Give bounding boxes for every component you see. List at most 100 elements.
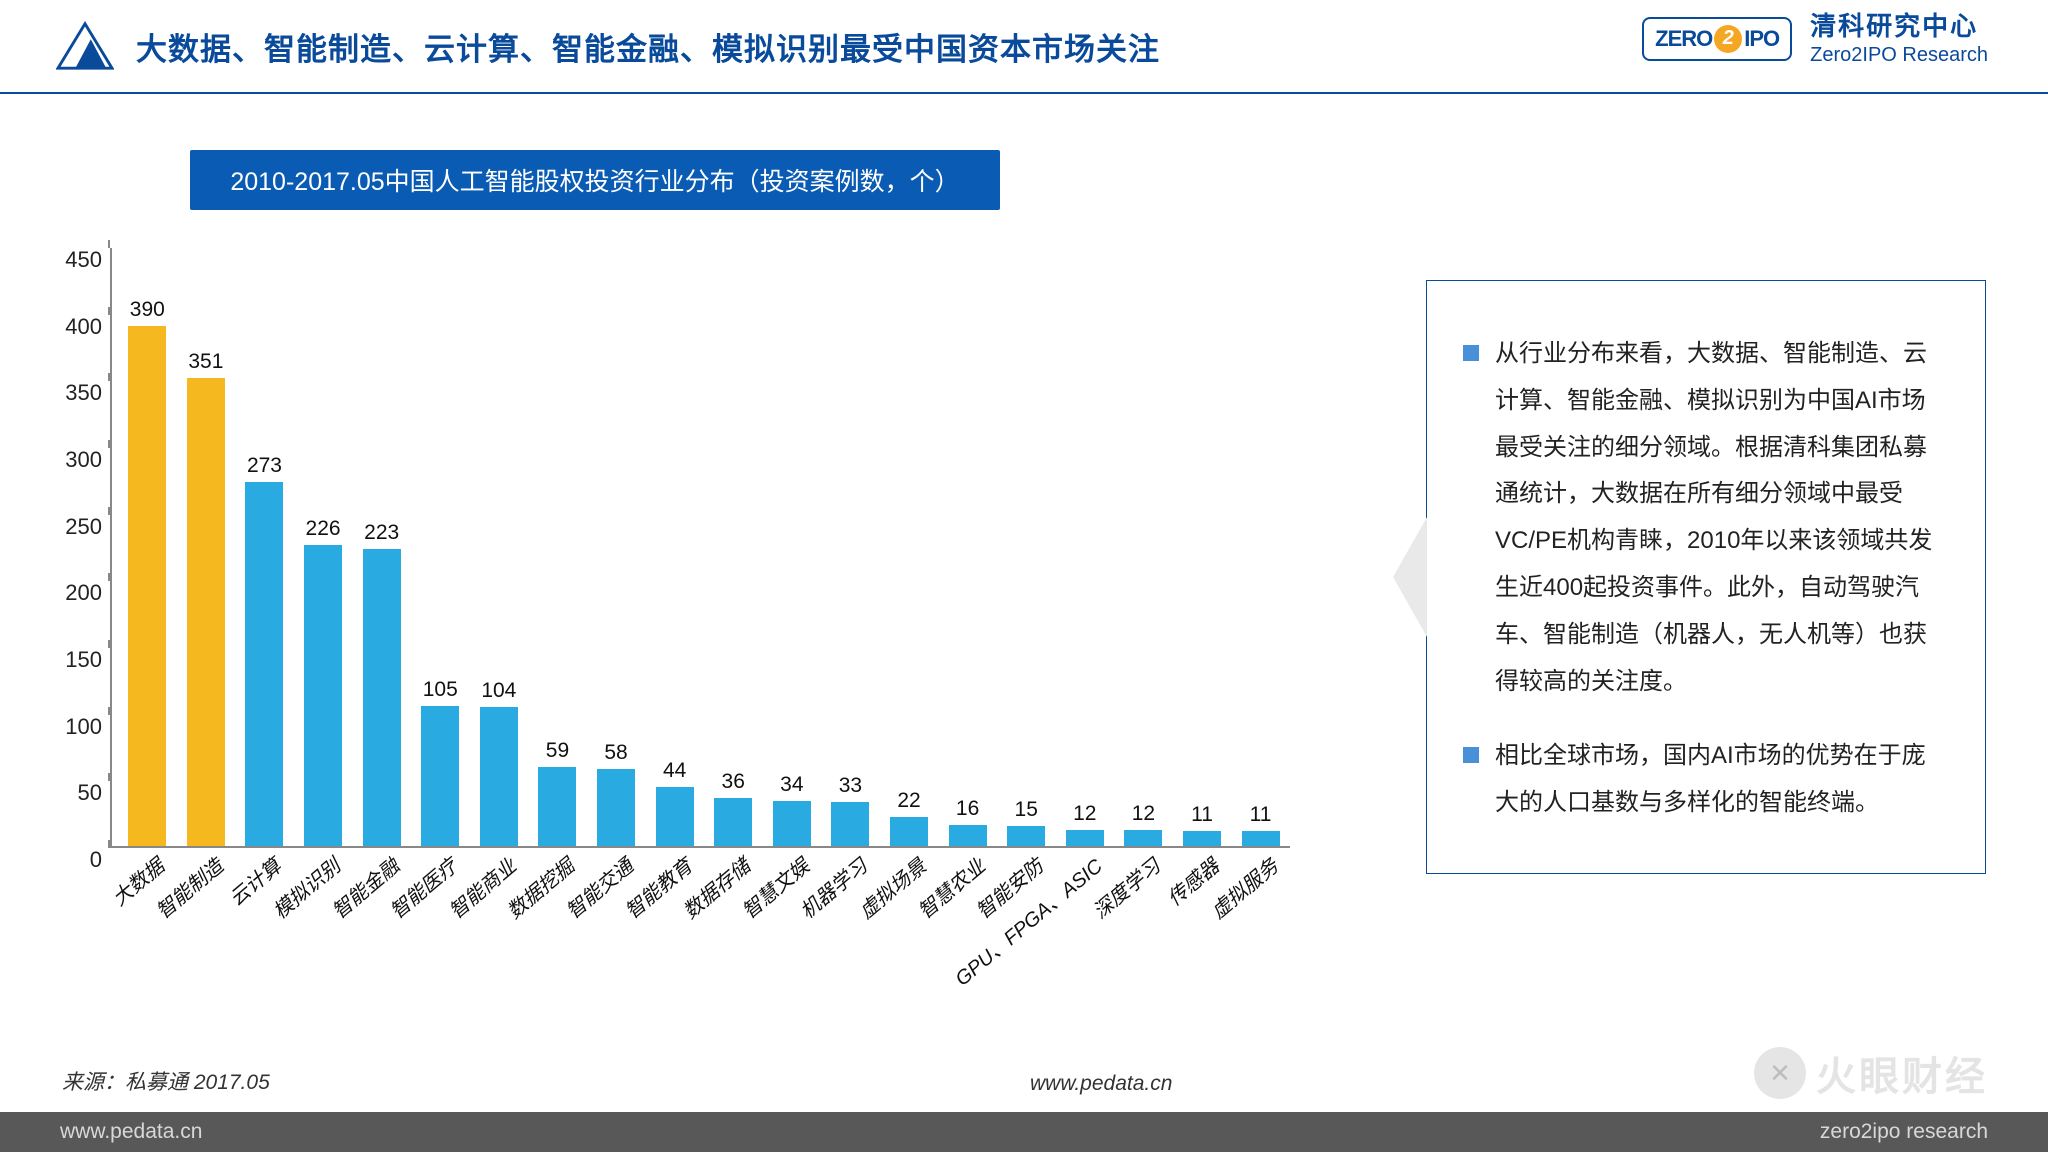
bar (128, 326, 166, 846)
bar-column: 104智能商业 (470, 679, 529, 846)
y-tick: 450 (65, 247, 102, 273)
brand-block: ZERO 2 IPO 清科研究中心 Zero2IPO Research (1642, 10, 1988, 68)
bar-column: 11虚拟服务 (1231, 803, 1290, 846)
bar-column: 390大数据 (118, 298, 177, 846)
bar (187, 378, 225, 846)
y-tick: 300 (65, 447, 102, 473)
square-bullet-icon (1463, 345, 1479, 361)
bar-value-label: 12 (1132, 802, 1155, 826)
bar-column: 11传感器 (1173, 803, 1232, 846)
bar-column: 58智能交通 (587, 741, 646, 846)
y-tick: 400 (65, 314, 102, 340)
bar-value-label: 15 (1015, 798, 1038, 822)
source-text: 来源：私募通 2017.05 (62, 1066, 270, 1096)
analysis-list: 从行业分布来看，大数据、智能制造、云计算、智能金融、模拟识别为中国AI市场最受关… (1463, 331, 1949, 827)
bar (714, 798, 752, 846)
bar-value-label: 11 (1250, 803, 1272, 827)
y-tick: 100 (65, 714, 102, 740)
bar (363, 549, 401, 846)
bar-column: 105智能医疗 (411, 678, 470, 846)
bar (538, 767, 576, 846)
chart-title: 2010-2017.05中国人工智能股权投资行业分布（投资案例数，个） (190, 150, 1000, 210)
square-bullet-icon (1463, 747, 1479, 763)
plot-area: 390大数据351智能制造273云计算226模拟识别223智能金融105智能医疗… (110, 248, 1290, 848)
bar-value-label: 33 (839, 774, 862, 798)
bar-value-label: 11 (1191, 803, 1213, 827)
y-tick: 200 (65, 580, 102, 606)
bar-value-label: 226 (306, 517, 341, 541)
bar-value-label: 273 (247, 454, 282, 478)
footer-right: zero2ipo research (1820, 1120, 1988, 1144)
analysis-item: 从行业分布来看，大数据、智能制造、云计算、智能金融、模拟识别为中国AI市场最受关… (1463, 331, 1949, 705)
bar (421, 706, 459, 846)
brand-text: 清科研究中心 Zero2IPO Research (1810, 10, 1988, 68)
bar-column: 16智慧农业 (938, 797, 997, 846)
y-tick: 250 (65, 514, 102, 540)
bar (773, 801, 811, 846)
bar-value-label: 34 (780, 773, 803, 797)
bar-value-label: 44 (663, 759, 686, 783)
bar-value-label: 12 (1073, 802, 1096, 826)
slide: 大数据、智能制造、云计算、智能金融、模拟识别最受中国资本市场关注 ZERO 2 … (0, 0, 2048, 1152)
bar-column: 34智慧文娱 (763, 773, 822, 846)
y-tick: 0 (90, 847, 102, 873)
bar (890, 817, 928, 846)
analysis-item: 相比全球市场，国内AI市场的优势在于庞大的人口基数与多样化的智能终端。 (1463, 733, 1949, 827)
footer-left: www.pedata.cn (60, 1120, 202, 1144)
bar-value-label: 223 (364, 521, 399, 545)
bar-column: 36数据存储 (704, 770, 763, 846)
bar (1183, 831, 1221, 846)
bar-value-label: 351 (188, 350, 223, 374)
watermark-icon: ✕ (1754, 1047, 1806, 1099)
bars-group: 390大数据351智能制造273云计算226模拟识别223智能金融105智能医疗… (112, 246, 1290, 846)
bar (304, 545, 342, 846)
bar (597, 769, 635, 846)
bar (1066, 830, 1104, 846)
bar-chart: 050100150200250300350400450 390大数据351智能制… (110, 248, 1310, 848)
watermark: ✕ 火眼财经 (1754, 1044, 1988, 1102)
bar-value-label: 58 (604, 741, 627, 765)
bar (949, 825, 987, 846)
triangle-logo-icon (56, 21, 114, 71)
slide-title: 大数据、智能制造、云计算、智能金融、模拟识别最受中国资本市场关注 (136, 24, 1160, 69)
bar-column: 15智能安防 (997, 798, 1056, 846)
bar-column: 223智能金融 (352, 521, 411, 846)
bar-value-label: 36 (722, 770, 745, 794)
bar-column: 22虚拟场景 (880, 789, 939, 846)
bar (480, 707, 518, 846)
bar-column: 59数据挖掘 (528, 739, 587, 846)
bar (1124, 830, 1162, 846)
bar-column: 351智能制造 (177, 350, 236, 846)
bar-value-label: 59 (546, 739, 569, 763)
analysis-text: 从行业分布来看，大数据、智能制造、云计算、智能金融、模拟识别为中国AI市场最受关… (1495, 331, 1949, 705)
site-text: www.pedata.cn (1030, 1072, 1172, 1096)
bar-column: 44智能教育 (645, 759, 704, 846)
bar-column: 12GPU、FPGA、ASIC (1056, 802, 1115, 846)
y-tick: 350 (65, 380, 102, 406)
bar (831, 802, 869, 846)
bar-column: 33机器学习 (821, 774, 880, 846)
slide-header: 大数据、智能制造、云计算、智能金融、模拟识别最受中国资本市场关注 ZERO 2 … (0, 0, 2048, 94)
watermark-text: 火眼财经 (1816, 1044, 1988, 1102)
bar (245, 482, 283, 846)
y-tick: 50 (78, 780, 102, 806)
bar-value-label: 105 (423, 678, 458, 702)
bar-value-label: 22 (897, 789, 920, 813)
analysis-panel: 从行业分布来看，大数据、智能制造、云计算、智能金融、模拟识别为中国AI市场最受关… (1426, 280, 1986, 874)
footer-bar: www.pedata.cn zero2ipo research (0, 1112, 2048, 1152)
y-tick: 150 (65, 647, 102, 673)
brand-logo-icon: ZERO 2 IPO (1642, 17, 1792, 61)
y-axis: 050100150200250300350400450 (40, 248, 110, 848)
bar (656, 787, 694, 846)
bar-column: 273云计算 (235, 454, 294, 846)
bar-column: 226模拟识别 (294, 517, 353, 846)
bar-value-label: 16 (956, 797, 979, 821)
panel-pointer-icon (1393, 517, 1427, 637)
bar (1007, 826, 1045, 846)
bar-value-label: 104 (481, 679, 516, 703)
bar (1242, 831, 1280, 846)
bar-value-label: 390 (130, 298, 165, 322)
analysis-text: 相比全球市场，国内AI市场的优势在于庞大的人口基数与多样化的智能终端。 (1495, 733, 1949, 827)
bar-column: 12深度学习 (1114, 802, 1173, 846)
chart-container: 2010-2017.05中国人工智能股权投资行业分布（投资案例数，个） 0501… (40, 150, 1310, 848)
